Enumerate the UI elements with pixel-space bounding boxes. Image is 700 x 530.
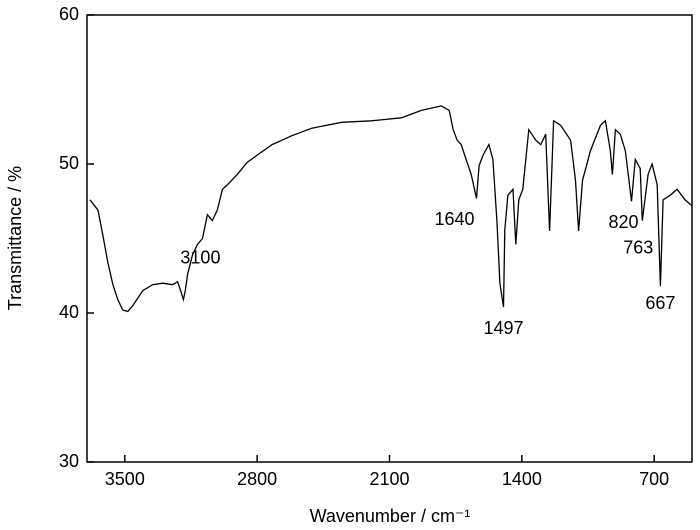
plot-frame: [86, 14, 693, 463]
y-tick-label: 30: [59, 451, 79, 471]
x-tick-label: 2100: [369, 469, 409, 489]
x-axis-label: Wavenumber / cm⁻¹: [310, 506, 471, 526]
y-axis-label: Transmittance / %: [5, 166, 25, 310]
peak-annotation: 667: [645, 293, 675, 313]
peak-annotation: 3100: [180, 248, 220, 268]
x-tick-label: 3500: [105, 469, 145, 489]
y-tick-label: 60: [59, 4, 79, 24]
x-tick-label: 1400: [502, 469, 542, 489]
peak-annotation: 1640: [434, 209, 474, 229]
y-tick-label: 40: [59, 302, 79, 322]
peak-annotation: 820: [608, 212, 638, 232]
x-tick-label: 2800: [237, 469, 277, 489]
peak-annotation: 763: [623, 237, 653, 257]
x-tick-label: 700: [639, 469, 669, 489]
spectrum-line: [89, 105, 693, 313]
y-tick-label: 50: [59, 153, 79, 173]
peak-annotation: 1497: [483, 318, 523, 338]
